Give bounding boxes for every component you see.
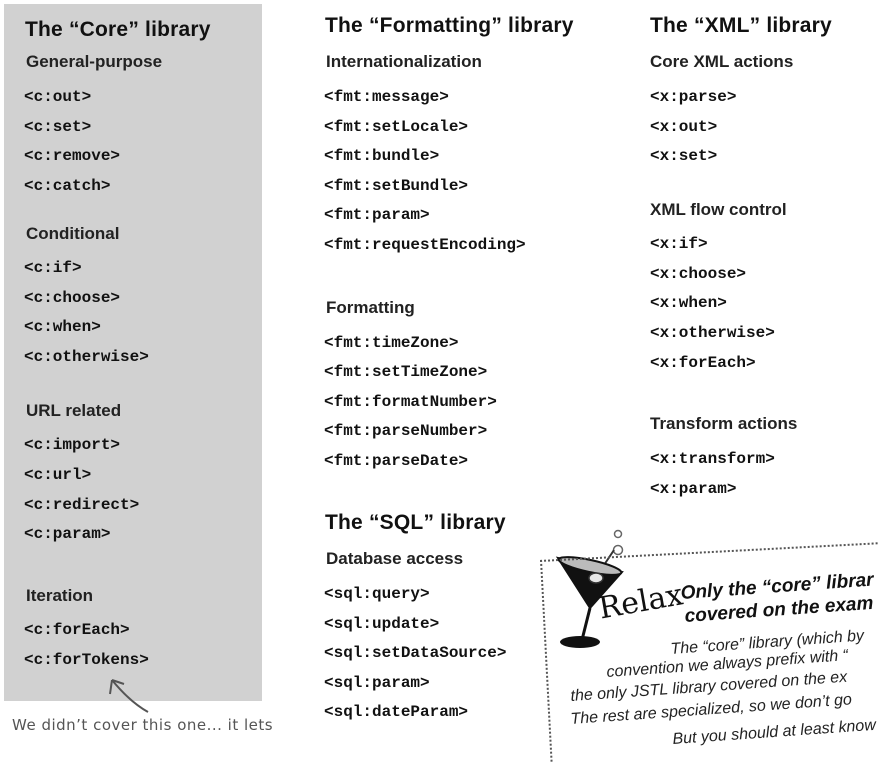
core-xml-actions-heading: Core XML actions	[650, 52, 794, 71]
tag-c-if: <c:if>	[24, 259, 82, 277]
tag-x-otherwise: <x:otherwise>	[650, 324, 775, 342]
transform-actions-heading: Transform actions	[650, 414, 798, 433]
tag-fmt-message: <fmt:message>	[324, 88, 449, 106]
tag-fmt-settimezone: <fmt:setTimeZone>	[324, 363, 488, 381]
core-library-panel	[4, 4, 262, 701]
sql-library-title: The “SQL” library	[325, 511, 506, 534]
tag-fmt-bundle: <fmt:bundle>	[324, 147, 440, 165]
tag-c-import: <c:import>	[24, 436, 121, 454]
tag-c-remove: <c:remove>	[24, 147, 121, 165]
handwritten-note: We didn’t cover this one... it lets	[12, 716, 274, 734]
xml-library-title: The “XML” library	[650, 14, 832, 37]
tag-x-set: <x:set>	[650, 147, 718, 165]
tag-c-url: <c:url>	[24, 466, 92, 484]
tag-sql-dateparam: <sql:dateParam>	[324, 703, 469, 721]
tag-c-otherwise: <c:otherwise>	[24, 348, 149, 366]
tag-x-parse: <x:parse>	[650, 88, 737, 106]
tag-x-when: <x:when>	[650, 294, 727, 312]
tag-x-foreach: <x:forEach>	[650, 354, 756, 372]
tag-sql-update: <sql:update>	[324, 615, 440, 633]
martini-glass-icon	[555, 529, 624, 648]
tag-x-transform: <x:transform>	[650, 450, 775, 468]
tag-x-if: <x:if>	[650, 235, 708, 253]
tag-fmt-parsenumber: <fmt:parseNumber>	[324, 422, 488, 440]
tag-c-out: <c:out>	[24, 88, 92, 106]
tag-c-fortokens: <c:forTokens>	[24, 651, 149, 669]
tag-sql-param: <sql:param>	[324, 674, 430, 692]
tag-sql-setdatasource: <sql:setDataSource>	[324, 644, 507, 662]
tag-x-out: <x:out>	[650, 118, 718, 136]
tag-fmt-parsedate: <fmt:parseDate>	[324, 452, 469, 470]
tag-x-choose: <x:choose>	[650, 265, 747, 283]
tag-fmt-requestencoding: <fmt:requestEncoding>	[324, 236, 526, 254]
tag-fmt-formatnumber: <fmt:formatNumber>	[324, 393, 497, 411]
iteration-heading: Iteration	[26, 586, 94, 605]
xml-flow-control-heading: XML flow control	[650, 200, 787, 219]
internationalization-heading: Internationalization	[326, 52, 482, 71]
tag-fmt-setbundle: <fmt:setBundle>	[324, 177, 469, 195]
tag-c-foreach: <c:forEach>	[24, 621, 130, 639]
database-access-heading: Database access	[326, 549, 464, 568]
url-related-heading: URL related	[26, 401, 122, 420]
conditional-heading: Conditional	[26, 224, 120, 243]
tag-c-redirect: <c:redirect>	[24, 496, 140, 514]
core-library-title: The “Core” library	[25, 18, 211, 41]
general-purpose-heading: General-purpose	[26, 52, 163, 71]
formatting-heading: Formatting	[326, 298, 415, 317]
tag-fmt-param: <fmt:param>	[324, 206, 430, 224]
note-arrow-icon	[109, 679, 149, 713]
tag-c-set: <c:set>	[24, 118, 92, 136]
tag-fmt-setlocale: <fmt:setLocale>	[324, 118, 469, 136]
tag-c-catch: <c:catch>	[24, 177, 111, 195]
tag-sql-query: <sql:query>	[324, 585, 430, 603]
tag-fmt-timezone: <fmt:timeZone>	[324, 334, 459, 352]
tag-x-param: <x:param>	[650, 480, 737, 498]
tag-c-when: <c:when>	[24, 318, 101, 336]
tag-c-param: <c:param>	[24, 525, 111, 543]
formatting-library-title: The “Formatting” library	[325, 14, 574, 37]
tag-c-choose: <c:choose>	[24, 289, 121, 307]
